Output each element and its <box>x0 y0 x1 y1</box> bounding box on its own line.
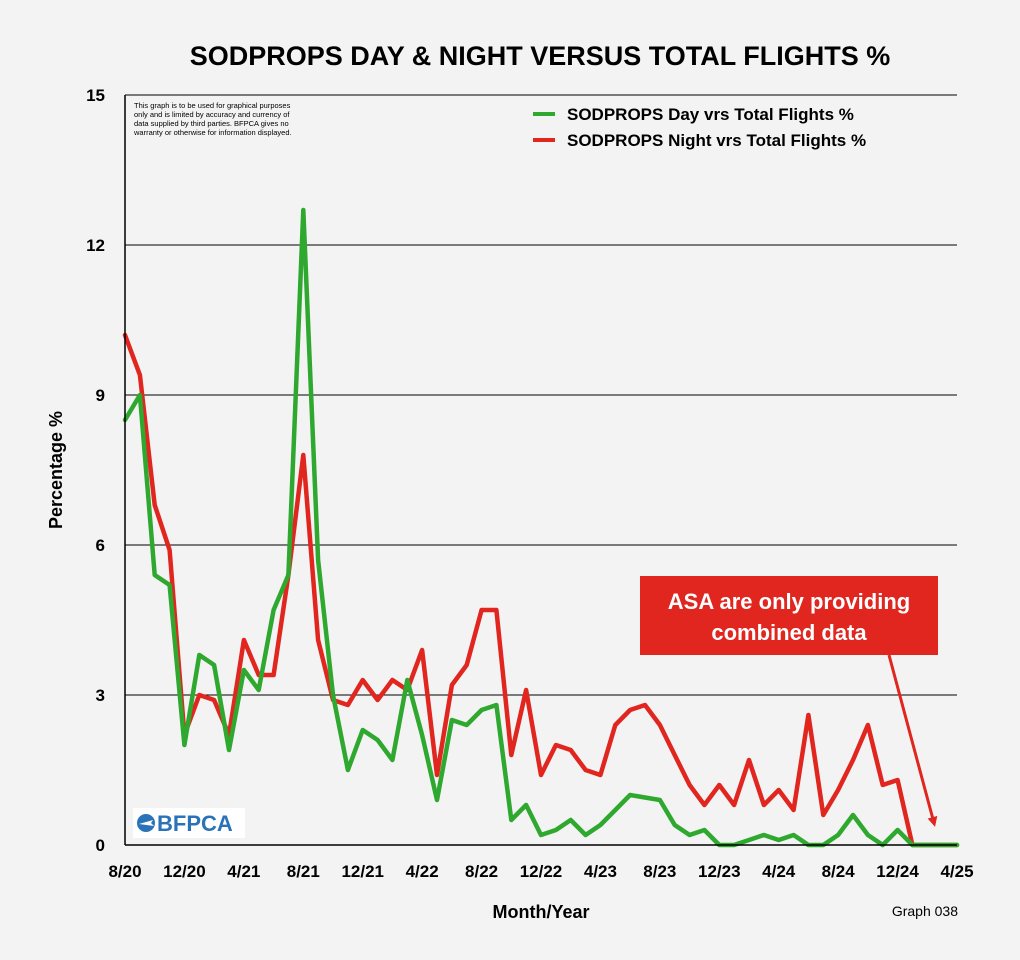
graph-id: Graph 038 <box>892 903 958 919</box>
x-tick-label: 12/24 <box>876 862 919 881</box>
x-tick-label: 4/24 <box>762 862 796 881</box>
x-tick-label: 8/23 <box>643 862 676 881</box>
callout-line: ASA are only providing <box>668 589 910 614</box>
callout-line: combined data <box>711 620 867 645</box>
x-tick-labels: 8/20 12/20 4/21 8/21 12/21 4/22 8/22 12/22 4/23 8… <box>108 862 973 881</box>
disclaimer-line: warranty or otherwise for information di… <box>133 128 292 137</box>
disclaimer-line: This graph is to be used for graphical p… <box>134 101 291 110</box>
disclaimer-line: data supplied by third parties. BFPCA gi… <box>134 119 289 128</box>
chart-title: SODPROPS DAY & NIGHT VERSUS TOTAL FLIGHT… <box>190 41 891 71</box>
grid-lines <box>125 94 957 696</box>
x-tick-label: 12/22 <box>520 862 563 881</box>
plot-area <box>125 95 957 845</box>
x-tick-label: 8/22 <box>465 862 498 881</box>
y-tick-labels: 0 3 6 9 12 15 <box>86 86 105 855</box>
y-tick-label: 15 <box>86 86 105 105</box>
y-tick-label: 6 <box>96 536 105 555</box>
x-tick-label: 4/23 <box>584 862 617 881</box>
x-tick-label: 12/21 <box>341 862 384 881</box>
y-tick-label: 0 <box>96 836 105 855</box>
disclaimer: This graph is to be used for graphical p… <box>133 101 292 137</box>
x-tick-label: 8/20 <box>108 862 141 881</box>
logo: BFPCA <box>133 808 245 838</box>
x-tick-label: 4/21 <box>227 862 260 881</box>
callout-arrow <box>887 654 938 827</box>
disclaimer-line: only and is limited by accuracy and curr… <box>134 110 290 119</box>
y-tick-label: 9 <box>96 386 105 405</box>
legend-label-day: SODPROPS Day vrs Total Flights % <box>567 105 854 124</box>
logo-text: BFPCA <box>157 811 233 836</box>
y-axis-label: Percentage % <box>46 411 66 529</box>
x-tick-label: 4/22 <box>406 862 439 881</box>
legend: SODPROPS Day vrs Total Flights % SODPROP… <box>533 105 866 150</box>
plane-icon <box>137 814 155 832</box>
x-tick-label: 12/20 <box>163 862 206 881</box>
callout: ASA are only providing combined data <box>640 576 938 827</box>
x-tick-label: 8/24 <box>822 862 856 881</box>
callout-box <box>640 576 938 655</box>
x-axis-label: Month/Year <box>492 902 589 922</box>
x-tick-label: 8/21 <box>287 862 320 881</box>
y-tick-label: 3 <box>96 686 105 705</box>
x-tick-label: 12/23 <box>698 862 741 881</box>
x-tick-label: 4/25 <box>940 862 973 881</box>
legend-label-night: SODPROPS Night vrs Total Flights % <box>567 131 866 150</box>
y-tick-label: 12 <box>86 236 105 255</box>
